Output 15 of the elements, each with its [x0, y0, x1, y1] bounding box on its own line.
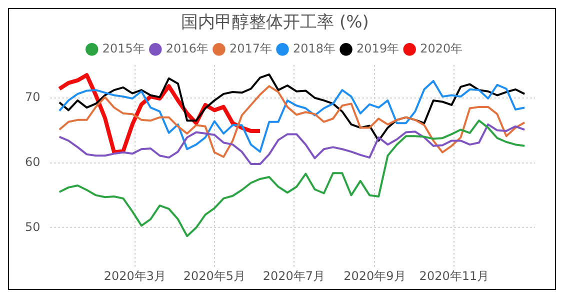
x-tick-label: 2020年5月 — [183, 268, 246, 283]
legend-label: 2018年 — [293, 42, 336, 56]
legend-label: 2019年 — [356, 42, 400, 56]
y-tick-label: 50 — [24, 220, 40, 234]
y-tick-label: 60 — [24, 154, 40, 169]
legend-label: 2015年 — [102, 42, 145, 56]
x-tick-label: 2020年11月 — [419, 268, 490, 283]
x-tick-label: 2020年7月 — [262, 268, 326, 283]
legend-label: 2017年 — [229, 42, 272, 56]
chart-title: 国内甲醇整体开工率 (%) — [181, 12, 369, 33]
y-tick-label: 70 — [24, 90, 40, 104]
legend-label: 2016年 — [166, 42, 208, 56]
x-tick-label: 2020年3月 — [104, 268, 166, 283]
legend-label: 2020年 — [420, 42, 463, 56]
x-tick-label: 2020年9月 — [344, 268, 406, 283]
